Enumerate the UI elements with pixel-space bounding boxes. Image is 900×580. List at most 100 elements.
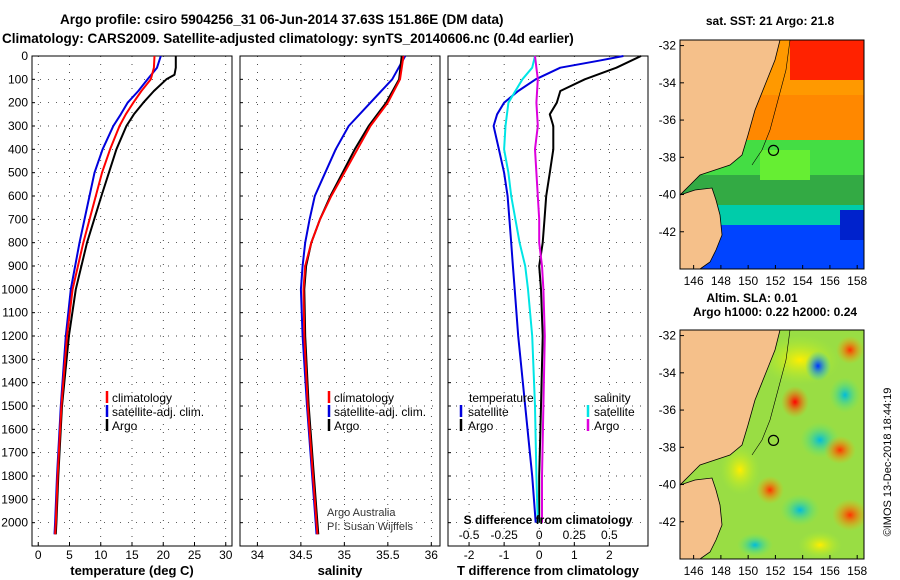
temperature-tick-label: 15 [125,548,139,562]
salinity-legend: climatology satellite-adj. clim. Argo [327,391,426,433]
lat-tick-label: -40 [659,188,677,202]
credit-pi: PI: Susan Wijffels [327,521,413,533]
depth-tick-label: 200 [8,96,28,110]
sla-map-subtitle: Argo h1000: 0.22 h2000: 0.24 [693,305,857,319]
lon-tick-label: 158 [847,564,867,578]
sst-longitude-labels: 146 148 150 152 154 156 158 [684,265,868,288]
series-line-t-satellite [492,55,624,523]
depth-tick-label: 800 [8,236,28,250]
s-difference-tick-label: 0 [536,528,543,542]
depth-tick-label: 400 [8,142,28,156]
lon-tick-label: 146 [684,564,704,578]
salinity-series [299,55,407,535]
lon-tick-label: 150 [738,274,758,288]
lat-tick-label: -38 [659,440,677,454]
salinity-tick-label: 35.5 [376,548,400,562]
chart-title-line2: Climatology: CARS2009. Satellite-adjuste… [2,31,574,46]
sla-longitude-labels: 146 148 150 152 154 156 158 [684,555,868,578]
depth-tick-label: 1100 [2,306,28,320]
t-difference-tick-label: 2 [606,548,613,562]
sst-latitude-labels: -32 -34 -36 -38 -40 -42 [659,39,684,239]
lat-tick-label: -42 [659,225,677,239]
temperature-tick-label: 0 [35,548,42,562]
depth-tick-label: 1400 [1,376,28,390]
t-difference-axis-label: T difference from climatology [457,563,640,578]
lat-tick-label: -34 [659,366,677,380]
lon-tick-label: 156 [820,274,840,288]
t-difference-tick-label: 0 [536,548,543,562]
lat-tick-label: -36 [659,113,677,127]
depth-tick-labels: 0 100 200 300 400 500 600 700 800 900 1000 1100 1200… [1,49,28,530]
lat-tick-label: -42 [659,515,677,529]
salinity-tick-labels: 34 34.5 35 35.5 36 [251,548,439,562]
legend-temperature-title: temperature [469,391,534,405]
sst-map-frame [679,39,865,270]
sst-map-title: sat. SST: 21 Argo: 21.8 [706,14,835,28]
depth-tick-label: 1000 [1,282,28,296]
temperature-panel: 0100200300400500600700800900100011001200… [1,49,232,578]
lon-tick-label: 156 [820,564,840,578]
legend-salinity-title: salinity [594,391,631,405]
lat-tick-label: -34 [659,76,677,90]
s-difference-tick-label: -0.5 [459,528,480,542]
difference-panel: -2 -1 0 1 2 -0.5 -0.25 0 0.25 0.5 temperature sa… [447,55,649,578]
temperature-tick-label: 20 [157,548,171,562]
depth-tick-label: 1700 [1,446,28,460]
lon-tick-label: 152 [765,274,785,288]
legend-satellite-label: satellite-adj. clim. [334,405,426,419]
salinity-tick-label: 36 [425,548,439,562]
depth-tick-label: 1800 [1,469,28,483]
legend-climatology-label: climatology [112,391,172,405]
lon-tick-label: 154 [793,274,813,288]
legend-s-satellite-label: satellite [594,405,635,419]
salinity-plot-frame [239,55,441,547]
depth-tick-label: 900 [8,259,28,273]
lon-tick-label: 158 [847,274,867,288]
series-line-s-argo [534,55,546,523]
difference-legend-salinity: salinity satellite Argo [586,391,635,433]
temperature-series [53,55,177,535]
salinity-grid [240,55,440,546]
difference-legend-temperature: temperature satellite Argo [459,391,534,433]
t-difference-tick-labels: -2 -1 0 1 2 [464,548,613,562]
chart-title-line1: Argo profile: csiro 5904256_31 06-Jun-20… [60,12,504,27]
temperature-tick-labels: 0 5 10 15 20 25 30 [35,548,233,562]
depth-tick-label: 2000 [1,516,28,530]
sst-argo-marker [767,144,780,157]
s-difference-tick-label: -0.25 [490,528,518,542]
imos-credit: ©IMOS 13-Dec-2018 18:44:19 [882,388,894,537]
depth-tick-label: 500 [8,166,28,180]
lat-tick-label: -40 [659,478,677,492]
salinity-tick-label: 34.5 [289,548,313,562]
series-line-s-satellite [503,55,539,523]
lon-tick-label: 148 [711,564,731,578]
depth-tick-label: 300 [8,119,28,133]
difference-series [492,55,642,523]
lon-tick-label: 154 [793,564,813,578]
salinity-tick-label: 35 [338,548,352,562]
depth-tick-label: 100 [8,72,28,86]
s-difference-tick-labels: -0.5 -0.25 0 0.25 0.5 [459,528,618,542]
temperature-tick-label: 30 [219,548,233,562]
legend-argo-label: Argo [112,419,138,433]
depth-tick-label: 600 [8,189,28,203]
legend-t-argo-label: Argo [468,419,494,433]
lat-tick-label: -32 [659,329,677,343]
series-line-t-argo [538,55,642,523]
legend-s-argo-label: Argo [594,419,620,433]
credit-argo-australia: Argo Australia [327,507,396,519]
lon-tick-label: 148 [711,274,731,288]
t-difference-tick-label: 1 [571,548,578,562]
lon-tick-label: 152 [765,564,785,578]
depth-tick-label: 1600 [1,422,28,436]
s-difference-tick-label: 0.25 [563,528,587,542]
salinity-tick-label: 34 [251,548,265,562]
s-difference-tick-label: 0.5 [601,528,618,542]
lat-tick-label: -36 [659,403,677,417]
depth-tick-label: 1200 [1,329,28,343]
sla-map-frame [679,329,865,560]
lon-tick-label: 146 [684,274,704,288]
depth-tick-label: 1900 [1,492,28,506]
salinity-panel: 34 34.5 35 35.5 36 climatology satellite-adj… [239,55,441,578]
